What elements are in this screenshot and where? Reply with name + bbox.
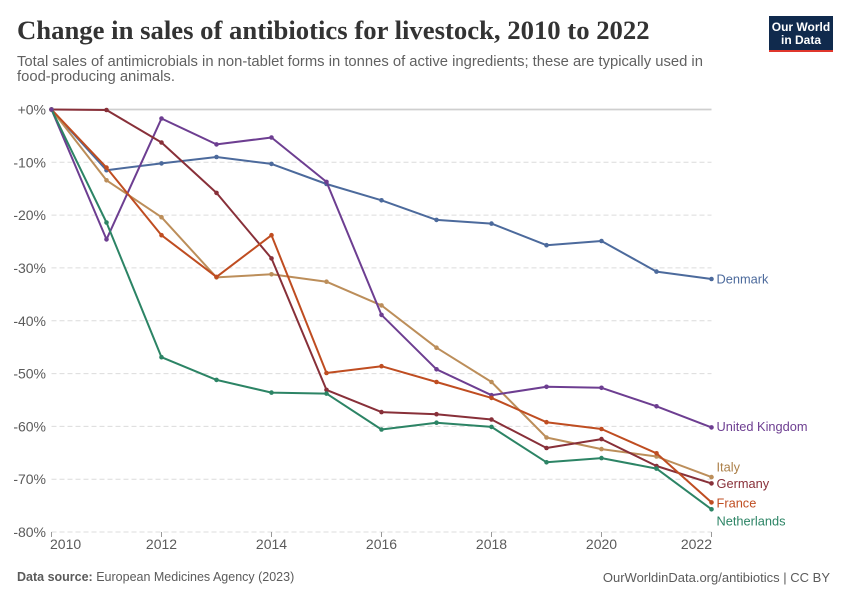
- svg-text:United Kingdom: United Kingdom: [717, 419, 808, 434]
- svg-text:-80%: -80%: [13, 524, 46, 540]
- svg-text:+0%: +0%: [18, 102, 46, 118]
- svg-text:Germany: Germany: [717, 476, 770, 491]
- svg-text:-20%: -20%: [13, 207, 46, 223]
- svg-text:France: France: [717, 496, 757, 511]
- svg-text:-40%: -40%: [13, 313, 46, 329]
- svg-text:-60%: -60%: [13, 418, 46, 434]
- svg-text:-70%: -70%: [13, 471, 46, 487]
- svg-text:2014: 2014: [256, 536, 287, 552]
- svg-text:-50%: -50%: [13, 366, 46, 382]
- svg-text:-10%: -10%: [13, 154, 46, 170]
- svg-text:Netherlands: Netherlands: [717, 514, 786, 529]
- svg-text:2010: 2010: [50, 536, 81, 552]
- svg-text:-30%: -30%: [13, 260, 46, 276]
- svg-text:2022: 2022: [681, 536, 712, 552]
- svg-text:Denmark: Denmark: [717, 272, 770, 287]
- svg-text:Italy: Italy: [717, 459, 741, 474]
- svg-text:2020: 2020: [586, 536, 617, 552]
- svg-text:2018: 2018: [476, 536, 507, 552]
- svg-text:2012: 2012: [146, 536, 177, 552]
- svg-text:2016: 2016: [366, 536, 397, 552]
